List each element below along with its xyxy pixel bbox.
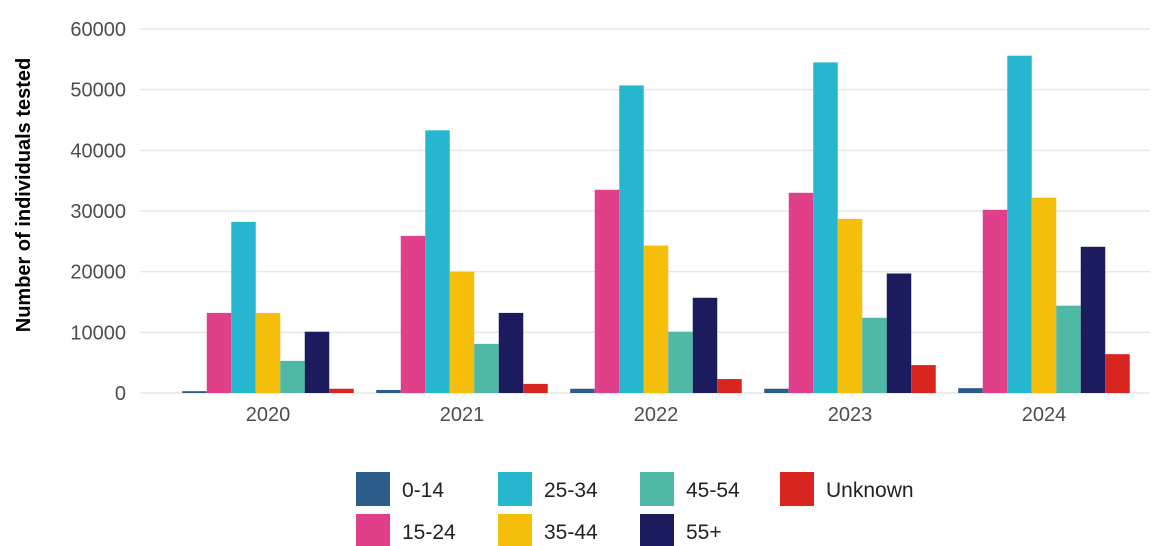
- legend-label: 35-44: [544, 521, 598, 544]
- bar: [1080, 246, 1106, 393]
- bar: [206, 312, 232, 393]
- bar: [886, 273, 912, 393]
- bar: [425, 130, 450, 393]
- x-tick-label: 2021: [440, 404, 485, 426]
- legend-label: 0-14: [402, 479, 444, 502]
- bar: [570, 388, 595, 393]
- x-axis-ticks: 2020 2021 2022 2023 2024: [246, 404, 1067, 426]
- bar: [788, 192, 814, 393]
- legend-label: Unknown: [826, 479, 914, 502]
- bar: [255, 312, 281, 393]
- bar: [329, 388, 354, 393]
- y-tick-label: 60000: [70, 19, 126, 41]
- y-axis-label: Number of individuals tested: [13, 58, 35, 332]
- bar: [1031, 197, 1057, 393]
- bar: [982, 209, 1008, 393]
- bar: [1105, 354, 1130, 393]
- bar: [498, 312, 524, 393]
- y-tick-label: 50000: [70, 80, 126, 102]
- bar: [304, 331, 330, 393]
- bar: [280, 360, 305, 393]
- bar: [400, 235, 426, 393]
- bar: [619, 85, 644, 394]
- legend: 0-14 15-24 25-34 35-44 45-54 55+ Unknown: [356, 472, 914, 546]
- y-tick-label: 20000: [70, 262, 126, 284]
- legend-swatch: [780, 472, 814, 506]
- bar: [182, 391, 207, 393]
- x-tick-label: 2024: [1022, 404, 1067, 426]
- bar: [594, 189, 620, 393]
- legend-label: 45-54: [686, 479, 740, 502]
- x-tick-label: 2022: [634, 404, 679, 426]
- bar: [523, 383, 548, 393]
- bar: [449, 271, 475, 393]
- legend-swatch: [498, 472, 532, 506]
- bar: [764, 388, 789, 393]
- bar: [837, 218, 863, 393]
- bar: [911, 365, 936, 393]
- bar: [668, 331, 693, 393]
- y-tick-label: 0: [115, 383, 126, 405]
- y-tick-label: 40000: [70, 140, 126, 162]
- x-tick-label: 2023: [828, 404, 873, 426]
- bar: [813, 62, 838, 393]
- bar: [717, 379, 742, 393]
- x-tick-label: 2020: [246, 404, 291, 426]
- bar: [474, 343, 499, 393]
- bar: [862, 317, 887, 393]
- bar: [958, 388, 983, 393]
- legend-label: 15-24: [402, 521, 456, 544]
- legend-swatch: [356, 514, 390, 546]
- bar: [692, 297, 718, 393]
- bar: [376, 389, 401, 393]
- legend-label: 55+: [686, 521, 722, 544]
- bar: [1007, 55, 1032, 394]
- legend-swatch: [356, 472, 390, 506]
- legend-label: 25-34: [544, 479, 598, 502]
- legend-swatch: [640, 472, 674, 506]
- legend-swatch: [640, 514, 674, 546]
- bar: [643, 245, 669, 393]
- bars: [182, 55, 1130, 394]
- bar: [1056, 305, 1081, 393]
- y-tick-label: 10000: [70, 322, 126, 344]
- legend-swatch: [498, 514, 532, 546]
- y-tick-label: 30000: [70, 201, 126, 223]
- y-axis-ticks: 0 10000 20000 30000 40000 50000 60000: [70, 19, 126, 405]
- bar: [231, 221, 256, 393]
